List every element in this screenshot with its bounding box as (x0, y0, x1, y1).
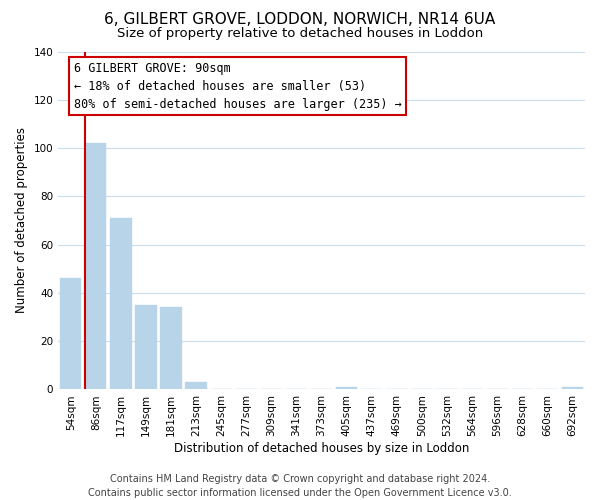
Bar (185, 382, 207, 390)
Text: 6 GILBERT GROVE: 90sqm
← 18% of detached houses are smaller (53)
80% of semi-det: 6 GILBERT GROVE: 90sqm ← 18% of detached… (74, 62, 402, 110)
Text: Contains HM Land Registry data © Crown copyright and database right 2024.
Contai: Contains HM Land Registry data © Crown c… (88, 474, 512, 498)
Y-axis label: Number of detached properties: Number of detached properties (15, 128, 28, 314)
Text: 6, GILBERT GROVE, LODDON, NORWICH, NR14 6UA: 6, GILBERT GROVE, LODDON, NORWICH, NR14 … (104, 12, 496, 28)
X-axis label: Distribution of detached houses by size in Loddon: Distribution of detached houses by size … (174, 442, 469, 455)
Bar (110, 218, 131, 390)
Text: Size of property relative to detached houses in Loddon: Size of property relative to detached ho… (117, 28, 483, 40)
Bar (160, 308, 182, 390)
Bar (136, 305, 157, 390)
Bar (562, 387, 583, 390)
Bar (336, 387, 358, 390)
Bar (85, 143, 106, 390)
Bar (60, 278, 82, 390)
